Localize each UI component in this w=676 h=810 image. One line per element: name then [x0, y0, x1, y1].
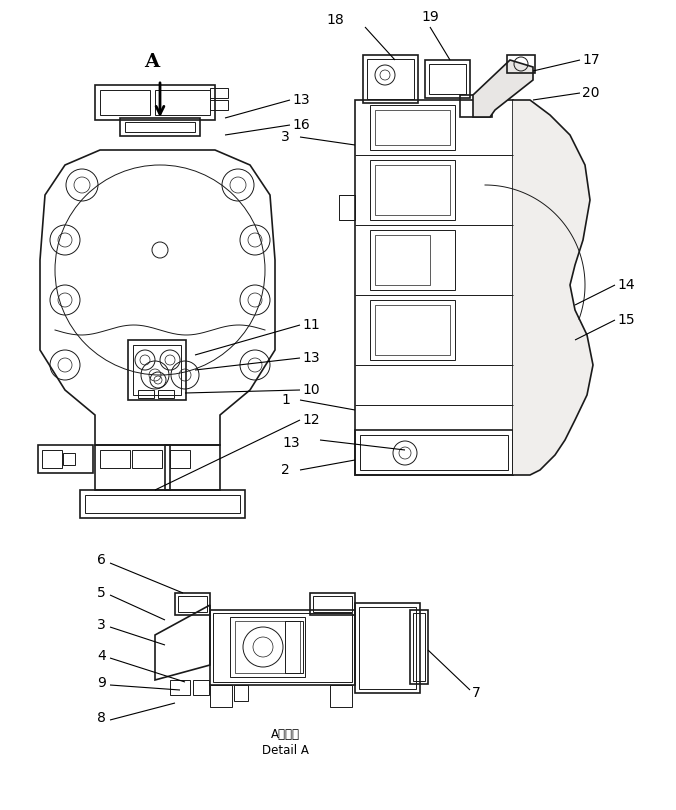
Bar	[310, 593, 355, 615]
Text: 7: 7	[472, 686, 481, 700]
Text: 5: 5	[97, 586, 105, 600]
Text: 9: 9	[97, 676, 106, 690]
Bar	[513, 365, 533, 383]
Text: 13: 13	[292, 93, 310, 107]
Text: 15: 15	[617, 313, 635, 327]
Text: 16: 16	[292, 118, 310, 132]
Text: 2: 2	[281, 463, 290, 477]
Bar	[235, 621, 300, 673]
Bar	[155, 90, 210, 115]
Text: 3: 3	[281, 130, 290, 144]
Text: 6: 6	[97, 553, 106, 567]
Text: 20: 20	[582, 86, 600, 100]
Bar	[370, 105, 455, 150]
Text: 3: 3	[97, 618, 105, 632]
Bar	[38, 445, 93, 473]
Bar	[128, 340, 186, 400]
Bar	[375, 165, 450, 215]
Bar	[355, 100, 513, 475]
Text: 13: 13	[302, 351, 320, 365]
Bar	[313, 596, 352, 612]
Bar	[213, 613, 352, 682]
Text: 10: 10	[302, 383, 320, 397]
Bar	[370, 300, 455, 360]
Bar	[132, 450, 162, 468]
Bar	[170, 450, 190, 468]
Text: 13: 13	[283, 436, 300, 450]
Bar	[375, 235, 430, 285]
Text: Detail A: Detail A	[262, 744, 308, 757]
Bar	[210, 685, 232, 707]
Bar	[359, 607, 416, 689]
Bar	[355, 430, 513, 475]
Bar	[413, 613, 425, 681]
Bar	[210, 610, 355, 685]
Bar	[429, 64, 466, 94]
Bar	[80, 490, 245, 518]
Bar	[210, 88, 228, 98]
Text: 8: 8	[97, 711, 106, 725]
Text: 12: 12	[302, 413, 320, 427]
Bar	[375, 110, 450, 145]
Text: 18: 18	[326, 13, 344, 27]
Bar	[100, 450, 130, 468]
Text: 1: 1	[281, 393, 290, 407]
Bar	[425, 60, 470, 98]
Text: 14: 14	[617, 278, 635, 292]
Bar	[513, 305, 533, 325]
Bar	[85, 495, 240, 513]
Bar	[138, 390, 154, 398]
Bar	[410, 610, 428, 684]
Bar	[193, 680, 209, 695]
Bar	[330, 685, 352, 707]
Text: A：詳細: A：詳細	[270, 728, 299, 741]
Bar	[210, 100, 228, 110]
Bar	[370, 160, 455, 220]
Polygon shape	[513, 100, 593, 475]
Bar	[42, 450, 62, 468]
Text: 19: 19	[421, 10, 439, 24]
Bar	[339, 195, 355, 220]
Bar	[370, 230, 455, 290]
Bar	[363, 55, 418, 103]
Text: 4: 4	[97, 649, 105, 663]
Bar	[175, 593, 210, 615]
Bar	[120, 118, 200, 136]
Bar	[178, 596, 207, 612]
Text: A: A	[145, 53, 160, 71]
Polygon shape	[473, 60, 533, 117]
Bar	[285, 621, 303, 673]
Bar	[355, 603, 420, 693]
Bar	[460, 95, 492, 117]
Bar	[133, 345, 181, 395]
Text: 11: 11	[302, 318, 320, 332]
Text: 17: 17	[582, 53, 600, 67]
Bar	[234, 685, 248, 701]
Bar	[100, 90, 150, 115]
Bar	[230, 617, 305, 677]
Bar	[95, 445, 170, 490]
Bar	[125, 122, 195, 132]
Bar	[375, 305, 450, 355]
Bar	[158, 390, 174, 398]
Bar	[95, 85, 215, 120]
Bar	[170, 680, 190, 695]
Bar	[165, 445, 220, 490]
Bar	[63, 453, 75, 465]
Bar	[367, 59, 414, 99]
Bar	[507, 55, 535, 73]
Bar	[360, 435, 508, 470]
